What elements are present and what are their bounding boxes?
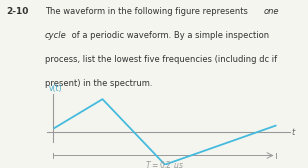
Text: 2-10: 2-10 (6, 7, 29, 16)
Text: $T = 0.2\ \mu s$: $T = 0.2\ \mu s$ (145, 159, 184, 168)
Text: The waveform in the following figure represents: The waveform in the following figure rep… (45, 7, 250, 16)
Text: cycle: cycle (45, 31, 67, 40)
Text: $t$: $t$ (291, 126, 297, 137)
Text: v(t): v(t) (49, 84, 63, 93)
Text: present) in the spectrum.: present) in the spectrum. (45, 79, 152, 88)
Text: of a periodic waveform. By a simple inspection: of a periodic waveform. By a simple insp… (69, 31, 270, 40)
Text: process, list the lowest five frequencies (including dc if: process, list the lowest five frequencie… (45, 55, 277, 64)
Text: one: one (263, 7, 279, 16)
